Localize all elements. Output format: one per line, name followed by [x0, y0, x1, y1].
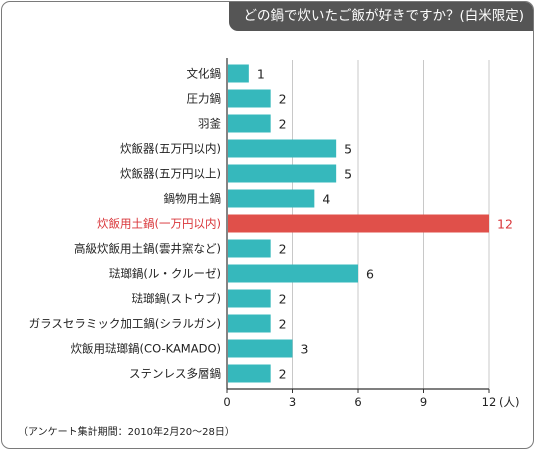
bar: [228, 264, 358, 283]
x-tick-label: 6: [354, 395, 361, 409]
category-label: 炊飯器(五万円以上): [120, 167, 221, 181]
bar: [228, 64, 249, 83]
category-label: 琺瑯鍋(ストウブ): [132, 292, 221, 306]
category-label: ステンレス多層鍋: [129, 367, 221, 381]
value-label: 6: [366, 267, 374, 282]
value-label: 2: [279, 317, 287, 332]
x-tick-label: 12: [482, 395, 497, 409]
bar: [228, 114, 271, 133]
footnote: （アンケート集計期間：2010年2月20〜28日）: [18, 427, 235, 438]
bar: [228, 139, 337, 158]
bar: [228, 214, 489, 233]
bar: [228, 239, 271, 258]
category-label: 炊飯用土鍋(一万円以内): [97, 217, 221, 231]
value-label: 2: [279, 117, 287, 132]
value-label: 4: [322, 192, 330, 207]
category-label: 羽釜: [198, 117, 221, 131]
bar: [228, 364, 271, 383]
bar: [228, 339, 293, 358]
chart-title: どの鍋で炊いたご飯が好きですか？(白米限定): [229, 2, 533, 31]
category-label: 圧力鍋: [187, 92, 222, 106]
value-label: 5: [344, 142, 352, 157]
value-label: 2: [279, 367, 287, 382]
bar: [228, 314, 271, 333]
category-label: ガラスセラミック加工鍋(シラルガン): [29, 317, 221, 331]
category-label: 鍋物用土鍋: [164, 192, 222, 206]
category-label: 炊飯器(五万円以内): [120, 142, 221, 156]
x-tick-label: 9: [420, 395, 427, 409]
value-label: 12: [497, 217, 513, 232]
category-label: 炊飯用琺瑯鍋(CO-KAMADO): [71, 342, 221, 356]
value-label: 3: [301, 342, 309, 357]
x-tick-label: 3: [289, 395, 296, 409]
category-label: 高級炊飯用土鍋(雲井窯など): [74, 242, 221, 256]
bar: [228, 289, 271, 308]
bar: [228, 164, 337, 183]
bar: [228, 89, 271, 108]
x-unit-label: (人): [499, 395, 519, 409]
value-label: 2: [279, 292, 287, 307]
value-label: 1: [257, 67, 265, 82]
category-label: 琺瑯鍋(ル・クルーゼ): [109, 267, 221, 281]
bar: [228, 189, 315, 208]
value-label: 2: [279, 92, 287, 107]
value-label: 5: [344, 167, 352, 182]
value-label: 2: [279, 242, 287, 257]
x-tick-label: 0: [223, 395, 230, 409]
category-label: 文化鍋: [187, 67, 222, 81]
